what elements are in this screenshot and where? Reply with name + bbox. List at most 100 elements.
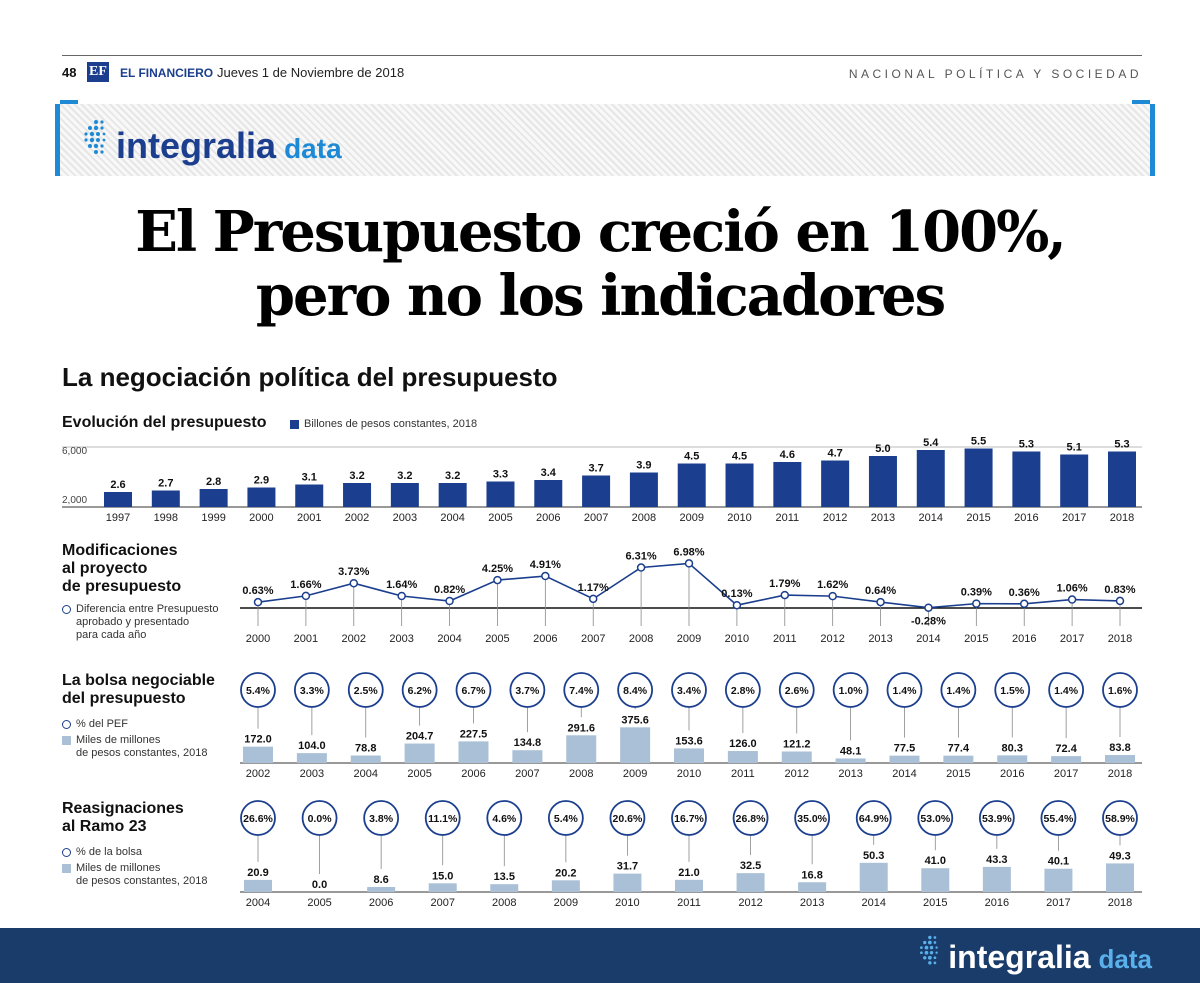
pct-badge-label: 4.6% [492,813,517,825]
x-tick-label: 2000 [246,633,270,645]
pct-badge-label: 1.6% [1108,685,1133,697]
x-tick-label: 1997 [106,512,130,524]
dots-icon [920,935,939,965]
bar-value-label: 5.5 [971,436,986,448]
banner-corner [60,100,78,104]
pct-badge-label: 1.4% [946,685,971,697]
x-tick-label: 2010 [615,897,639,909]
pct-badge-label: 26.6% [243,813,273,825]
pct-badge-label: 7.4% [569,685,594,697]
pct-badge-label: 64.9% [859,813,889,825]
x-tick-label: 2011 [677,897,701,909]
pct-badge-circle [1040,800,1077,836]
section-name: NACIONAL POLÍTICA Y SOCIEDAD [848,67,1142,81]
pct-badge-circle [917,800,954,836]
pct-badge-label: 58.9% [1105,813,1135,825]
integralia-banner: integralia data [55,100,1155,176]
x-tick-label: 2012 [823,512,847,524]
amount-bar [243,746,273,763]
pct-badge-label: 3.4% [677,685,702,697]
point-value-label: 0.64% [865,585,896,597]
amount-bar [428,883,457,892]
x-tick-label: 1999 [201,512,225,524]
pct-badge-circle [563,672,600,708]
pct-badge-circle [424,800,461,836]
bar-value-label: 126.0 [729,738,757,750]
x-tick-label: 2018 [1108,633,1132,645]
pct-badge-circle [401,672,438,708]
point-value-label: 1.17% [578,582,609,594]
bar-value-label: 0.0 [312,879,327,891]
x-tick-label: 2002 [246,768,270,780]
dots-icon [84,120,106,154]
x-tick-label: 2009 [554,897,578,909]
x-tick-label: 2011 [776,512,800,524]
bar-value-label: 21.0 [678,867,699,879]
el-financiero-logo: EF [87,62,109,82]
footer-word-data: data [1098,944,1152,974]
x-tick-label: 2006 [533,633,557,645]
x-tick-label: 2016 [985,897,1009,909]
amount-bar [512,750,543,763]
bar-value-label: 3.1 [302,472,317,484]
bar-value-label: 4.6 [780,449,795,461]
pct-badge-label: 2.6% [785,685,810,697]
point-value-label: -0.28% [911,616,946,628]
x-tick-label: 2012 [785,768,809,780]
budget-bar [295,484,324,507]
amount-bar [889,755,920,763]
amount-bar [674,748,704,763]
legend-circle-icon [62,847,71,857]
bar-value-label: 3.2 [349,470,364,482]
x-tick-label: 2014 [892,768,916,780]
bar-value-label: 4.7 [827,448,842,460]
bar-value-label: 43.3 [986,854,1007,866]
pct-badge-label: 5.4% [554,813,579,825]
line-point [732,600,742,610]
amount-bar [736,873,765,892]
legend-swatch-light [62,736,71,745]
x-tick-label: 2005 [407,768,431,780]
chart4-legend: % de la bolsa Miles de millones de pesos… [62,846,207,888]
point-value-label: 1.06% [1057,583,1088,595]
budget-bar [1012,451,1041,507]
x-tick-label: 2013 [800,897,824,909]
bar-value-label: 40.1 [1048,856,1069,868]
amount-bar [997,755,1028,763]
chart3-legend-pct: % del PEF [76,718,128,730]
bar-value-label: 5.4 [923,437,939,449]
budget-bar [1108,451,1136,507]
footer-word-integralia: integralia [948,939,1091,975]
point-value-label: 0.36% [1009,587,1040,599]
x-tick-label: 2007 [581,633,605,645]
pct-badge-circle [486,800,523,836]
x-tick-label: 2005 [485,633,509,645]
bar-value-label: 72.4 [1055,743,1077,755]
budget-bar [390,483,419,507]
point-value-label: 0.82% [434,584,465,596]
bar-value-label: 49.3 [1109,850,1130,862]
line-point [1115,596,1125,606]
amount-bar [1044,868,1073,892]
x-tick-label: 2014 [919,512,943,524]
bar-value-label: 3.2 [397,470,412,482]
point-value-label: 1.66% [290,579,321,591]
subheadline: La negociación política del presupuesto [62,362,558,392]
x-tick-label: 2014 [861,897,885,909]
pct-badge-label: 0.0% [308,813,333,825]
budget-bar [151,490,180,507]
amount-bar [551,880,580,892]
line-point [253,597,263,607]
pct-badge-label: 35.0% [797,813,827,825]
x-tick-label: 2006 [536,512,560,524]
bar-value-label: 2.6 [110,479,125,491]
banner-corner [1132,100,1150,104]
x-tick-label: 2018 [1108,897,1132,909]
x-tick-label: 2015 [946,768,970,780]
point-value-label: 3.73% [338,566,369,578]
x-tick-label: 2013 [838,768,862,780]
x-tick-label: 2012 [738,897,762,909]
chart4-legend-bar: Miles de millones [76,862,161,874]
bar-value-label: 5.3 [1019,439,1034,451]
bar-value-label: 3.4 [541,467,557,479]
